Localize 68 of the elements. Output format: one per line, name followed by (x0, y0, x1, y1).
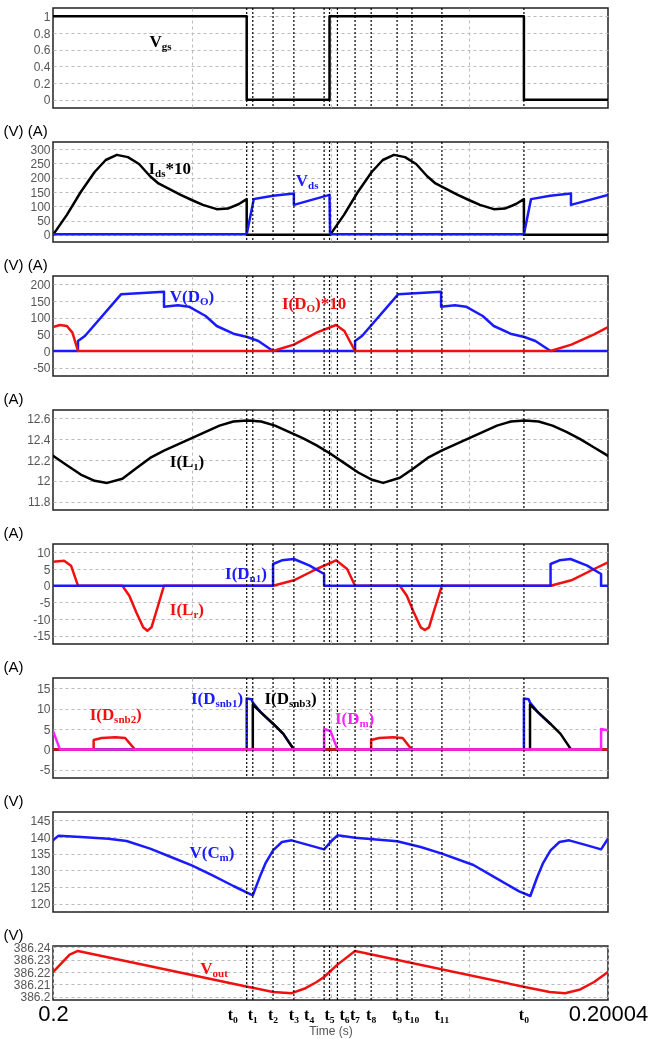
y-tick-label: 12.4 (27, 432, 51, 447)
y-tick-label: 50 (37, 327, 51, 342)
y-axis-title: (A) (3, 523, 24, 541)
y-tick-label: 300 (30, 142, 51, 157)
y-tick-label: 0 (43, 579, 51, 594)
y-tick-label: 0.4 (33, 59, 51, 74)
y-tick-label: -5 (39, 595, 51, 610)
y-tick-label: 200 (30, 171, 51, 186)
ref-line-label: t₃ (288, 1006, 300, 1023)
x-axis-title: Time (s) (309, 1023, 353, 1038)
y-tick-label: 386.23 (13, 953, 51, 968)
y-tick-label: 12 (37, 474, 51, 489)
ref-line-label: t₄ (304, 1006, 315, 1023)
y-tick-label: 250 (30, 156, 51, 171)
y-tick-label: 125 (30, 880, 51, 895)
series-label: I(L₁) (169, 451, 205, 471)
ref-line-label: t₂ (267, 1006, 279, 1023)
y-tick-label: 150 (30, 185, 51, 200)
y-tick-label: 0.2 (33, 76, 51, 91)
ref-line-label: t₈ (366, 1006, 377, 1023)
ref-line-label: t₁₀ (404, 1006, 420, 1023)
y-tick-label: 386.22 (13, 965, 51, 980)
y-tick-label: 100 (30, 199, 51, 214)
y-axis-title: (V) (A) (3, 121, 48, 139)
y-tick-label: 0 (43, 344, 51, 359)
y-tick-label: 0.6 (33, 43, 51, 58)
ref-line-label: t₅ (324, 1006, 335, 1023)
y-tick-label: 386.2 (20, 990, 51, 1005)
y-tick-label: 130 (30, 863, 51, 878)
y-tick-label: 140 (30, 830, 51, 845)
y-tick-label: 12.2 (27, 453, 51, 468)
y-tick-label: 12.6 (27, 411, 51, 426)
y-axis-title: (A) (3, 389, 24, 407)
ref-line-label: t₀ (227, 1006, 238, 1023)
y-tick-label: 5 (43, 722, 51, 737)
ref-line-label: t₇ (350, 1006, 361, 1023)
y-tick-label: -15 (33, 629, 51, 644)
ref-line-label: t₀ (518, 1006, 530, 1023)
y-tick-label: -10 (33, 612, 51, 627)
y-tick-label: 386.21 (13, 977, 51, 992)
x-tick-label: 0.20004 (568, 1000, 649, 1026)
y-tick-label: 150 (30, 294, 51, 309)
y-tick-label: 100 (30, 311, 51, 326)
y-tick-label: 15 (37, 681, 51, 696)
y-tick-label: 10 (37, 545, 51, 560)
y-axis-title: (V) (3, 791, 24, 809)
y-tick-label: -5 (39, 763, 51, 778)
y-tick-label: 120 (30, 897, 51, 912)
y-tick-label: 50 (37, 214, 51, 229)
ref-line-label: t₉ (392, 1006, 403, 1023)
y-axis-title: (A) (3, 657, 24, 675)
y-tick-label: -50 (33, 361, 51, 376)
y-tick-label: 0 (43, 742, 51, 757)
y-tick-label: 0 (43, 93, 51, 108)
y-tick-label: 0 (43, 228, 51, 243)
y-axis-title: (V) (3, 925, 24, 943)
y-tick-label: 135 (30, 847, 51, 862)
ref-line-label: t₁₁ (434, 1006, 450, 1023)
y-tick-label: 0.8 (33, 26, 51, 41)
y-tick-label: 145 (30, 813, 51, 828)
y-tick-label: 10 (37, 702, 51, 717)
y-tick-label: 1 (43, 9, 51, 24)
y-axis-title: (V) (A) (3, 255, 48, 273)
ref-line-label: t₁ (247, 1006, 259, 1023)
ref-line-label: t₆ (339, 1006, 350, 1023)
y-tick-label: 11.8 (28, 495, 51, 510)
y-tick-label: 5 (43, 562, 51, 577)
y-tick-label: 200 (30, 277, 51, 292)
